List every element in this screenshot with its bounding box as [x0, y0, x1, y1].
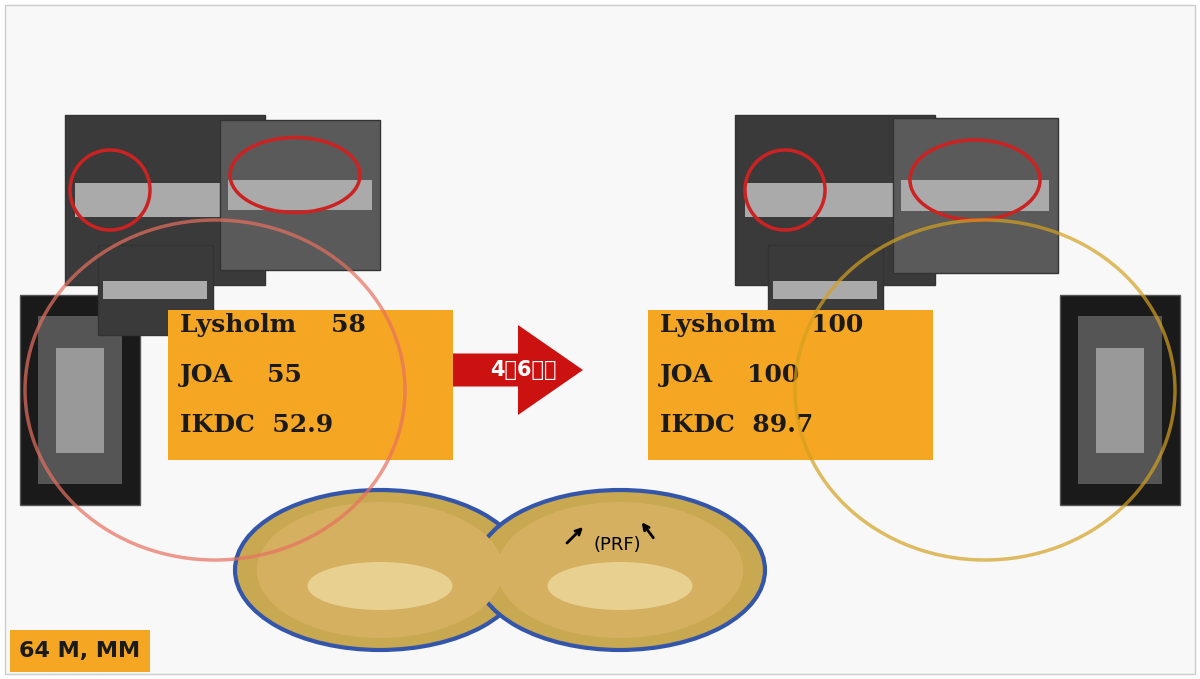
- Text: Lysholm    58: Lysholm 58: [180, 313, 366, 337]
- Ellipse shape: [235, 490, 526, 650]
- Bar: [734, 115, 935, 285]
- Ellipse shape: [475, 490, 766, 650]
- Bar: [20, 295, 140, 505]
- FancyBboxPatch shape: [10, 630, 150, 672]
- Ellipse shape: [497, 502, 743, 638]
- FancyBboxPatch shape: [168, 310, 454, 460]
- Text: IKDC  52.9: IKDC 52.9: [180, 413, 334, 437]
- Bar: [220, 120, 380, 270]
- Ellipse shape: [547, 562, 692, 610]
- Bar: [768, 245, 882, 335]
- Text: Lysholm    100: Lysholm 100: [660, 313, 863, 337]
- Bar: [65, 115, 265, 285]
- Text: JOA    100: JOA 100: [660, 363, 800, 387]
- Bar: [228, 180, 372, 210]
- Bar: [38, 316, 122, 484]
- Bar: [773, 281, 877, 299]
- Text: IKDC  89.7: IKDC 89.7: [660, 413, 814, 437]
- Ellipse shape: [307, 562, 452, 610]
- Text: (PRF): (PRF): [593, 536, 641, 554]
- Text: JOA    55: JOA 55: [180, 363, 302, 387]
- Bar: [893, 117, 1057, 272]
- Bar: [745, 183, 925, 217]
- Bar: [74, 183, 256, 217]
- Text: 64 M, MM: 64 M, MM: [19, 641, 140, 661]
- Bar: [103, 281, 206, 299]
- Bar: [1060, 295, 1180, 505]
- Bar: [56, 348, 104, 452]
- Bar: [1096, 348, 1144, 452]
- Bar: [1078, 316, 1162, 484]
- Ellipse shape: [257, 502, 503, 638]
- Polygon shape: [454, 325, 583, 415]
- FancyBboxPatch shape: [648, 310, 934, 460]
- Bar: [97, 245, 212, 335]
- Text: 4年6ヶ月: 4年6ヶ月: [490, 360, 557, 380]
- Bar: [901, 179, 1049, 210]
